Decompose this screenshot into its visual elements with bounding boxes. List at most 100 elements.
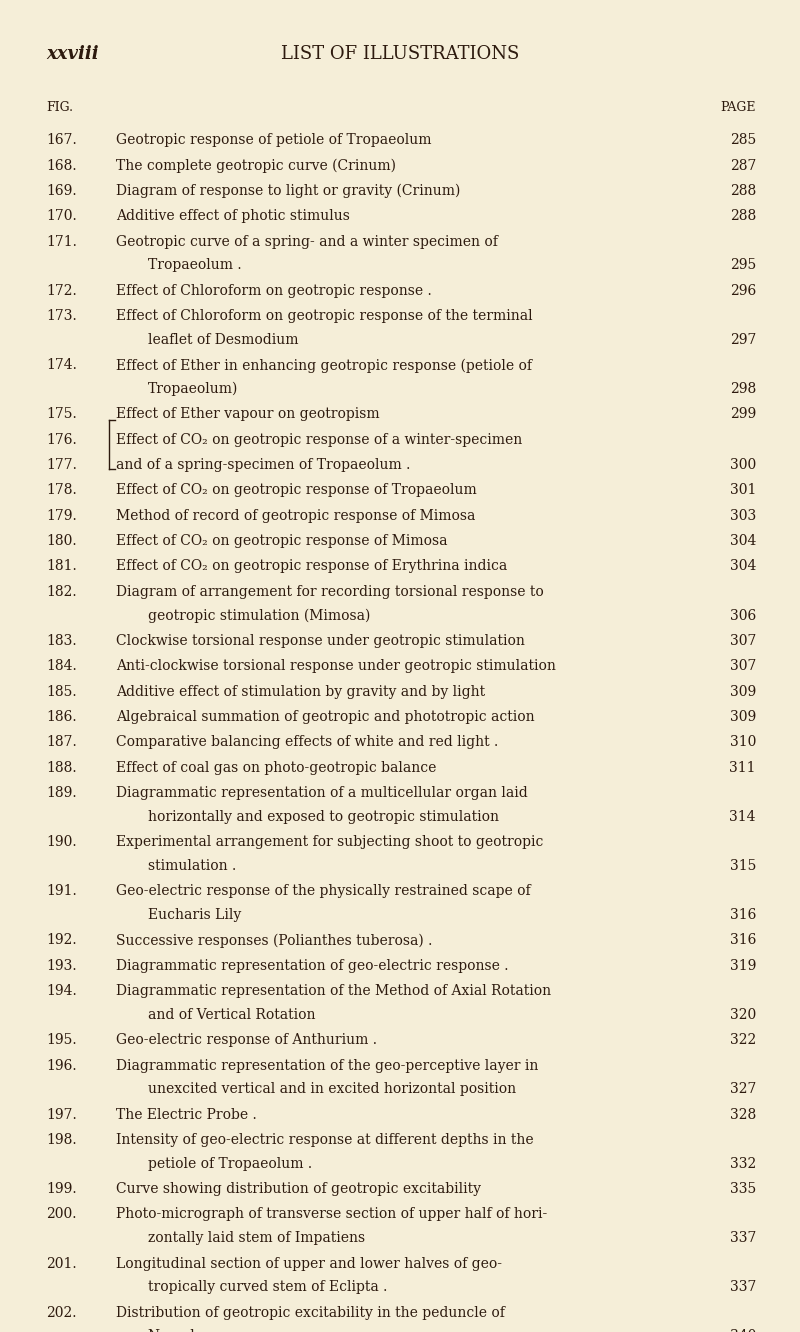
Text: The complete geotropic curve (Crinum): The complete geotropic curve (Crinum)	[116, 159, 396, 173]
Text: geotropic stimulation (Mimosa): geotropic stimulation (Mimosa)	[148, 609, 370, 623]
Text: Intensity of geo-electric response at different depths in the: Intensity of geo-electric response at di…	[116, 1134, 534, 1147]
Text: 186.: 186.	[46, 710, 77, 725]
Text: 175.: 175.	[46, 408, 77, 421]
Text: 314: 314	[730, 810, 756, 825]
Text: 315: 315	[730, 859, 756, 872]
Text: LIST OF ILLUSTRATIONS: LIST OF ILLUSTRATIONS	[281, 45, 519, 64]
Text: 200.: 200.	[46, 1208, 77, 1221]
Text: 188.: 188.	[46, 761, 77, 775]
Text: 167.: 167.	[46, 133, 77, 148]
Text: Nymphaea .: Nymphaea .	[148, 1329, 233, 1332]
Text: 199.: 199.	[46, 1181, 77, 1196]
Text: 288: 288	[730, 184, 756, 198]
Text: Geo-electric response of Anthurium .: Geo-electric response of Anthurium .	[116, 1034, 377, 1047]
Text: 201.: 201.	[46, 1256, 77, 1271]
Text: 195.: 195.	[46, 1034, 77, 1047]
Text: Algebraical summation of geotropic and phototropic action: Algebraical summation of geotropic and p…	[116, 710, 534, 725]
Text: Distribution of geotropic excitability in the peduncle of: Distribution of geotropic excitability i…	[116, 1305, 505, 1320]
Text: Diagram of response to light or gravity (Crinum): Diagram of response to light or gravity …	[116, 184, 460, 198]
Text: 306: 306	[730, 609, 756, 622]
Text: 178.: 178.	[46, 484, 77, 497]
Text: Diagrammatic representation of geo-electric response .: Diagrammatic representation of geo-elect…	[116, 959, 509, 972]
Text: 179.: 179.	[46, 509, 77, 522]
Text: 310: 310	[730, 735, 756, 750]
Text: 187.: 187.	[46, 735, 77, 750]
Text: 327: 327	[730, 1083, 756, 1096]
Text: 320: 320	[730, 1008, 756, 1022]
Text: 185.: 185.	[46, 685, 77, 699]
Text: Diagram of arrangement for recording torsional response to: Diagram of arrangement for recording tor…	[116, 585, 544, 599]
Text: Effect of Chloroform on geotropic response of the terminal: Effect of Chloroform on geotropic respon…	[116, 309, 533, 324]
Text: 169.: 169.	[46, 184, 77, 198]
Text: 328: 328	[730, 1108, 756, 1122]
Text: 194.: 194.	[46, 984, 77, 998]
Text: Successive responses (Polianthes tuberosa) .: Successive responses (Polianthes tuberos…	[116, 934, 432, 948]
Text: 171.: 171.	[46, 234, 78, 249]
Text: leaflet of Desmodium: leaflet of Desmodium	[148, 333, 298, 346]
Text: 332: 332	[730, 1156, 756, 1171]
Text: 316: 316	[730, 908, 756, 922]
Text: 322: 322	[730, 1034, 756, 1047]
Text: 340: 340	[730, 1329, 756, 1332]
Text: 303: 303	[730, 509, 756, 522]
Text: 297: 297	[730, 333, 756, 346]
Text: 182.: 182.	[46, 585, 77, 599]
Text: tropically curved stem of Eclipta .: tropically curved stem of Eclipta .	[148, 1280, 387, 1295]
Text: Diagrammatic representation of the Method of Axial Rotation: Diagrammatic representation of the Metho…	[116, 984, 551, 998]
Text: 193.: 193.	[46, 959, 77, 972]
Text: 177.: 177.	[46, 458, 78, 472]
Text: zontally laid stem of Impatiens: zontally laid stem of Impatiens	[148, 1231, 365, 1245]
Text: 296: 296	[730, 284, 756, 298]
Text: 304: 304	[730, 559, 756, 574]
Text: Effect of Ether vapour on geotropism: Effect of Ether vapour on geotropism	[116, 408, 380, 421]
Text: horizontally and exposed to geotropic stimulation: horizontally and exposed to geotropic st…	[148, 810, 499, 825]
Text: 183.: 183.	[46, 634, 77, 647]
Text: Additive effect of photic stimulus: Additive effect of photic stimulus	[116, 209, 350, 224]
Text: 309: 309	[730, 710, 756, 725]
Text: 192.: 192.	[46, 934, 77, 947]
Text: Clockwise torsional response under geotropic stimulation: Clockwise torsional response under geotr…	[116, 634, 525, 647]
Text: Longitudinal section of upper and lower halves of geo-: Longitudinal section of upper and lower …	[116, 1256, 502, 1271]
Text: 168.: 168.	[46, 159, 77, 173]
Text: Effect of Chloroform on geotropic response .: Effect of Chloroform on geotropic respon…	[116, 284, 432, 298]
Text: Anti-clockwise torsional response under geotropic stimulation: Anti-clockwise torsional response under …	[116, 659, 556, 673]
Text: 316: 316	[730, 934, 756, 947]
Text: 304: 304	[730, 534, 756, 549]
Text: 198.: 198.	[46, 1134, 77, 1147]
Text: Effect of Ether in enhancing geotropic response (petiole of: Effect of Ether in enhancing geotropic r…	[116, 358, 532, 373]
Text: 181.: 181.	[46, 559, 77, 574]
Text: 170.: 170.	[46, 209, 77, 224]
Text: 180.: 180.	[46, 534, 77, 549]
Text: Diagrammatic representation of the geo-perceptive layer in: Diagrammatic representation of the geo-p…	[116, 1059, 538, 1072]
Text: 298: 298	[730, 382, 756, 396]
Text: 197.: 197.	[46, 1108, 77, 1122]
Text: 173.: 173.	[46, 309, 77, 324]
Text: 301: 301	[730, 484, 756, 497]
Text: 190.: 190.	[46, 835, 77, 850]
Text: and of a spring-specimen of Tropaeolum .: and of a spring-specimen of Tropaeolum .	[116, 458, 410, 472]
Text: xxviii: xxviii	[46, 45, 99, 64]
Text: 307: 307	[730, 634, 756, 647]
Text: 196.: 196.	[46, 1059, 77, 1072]
Text: Tropaeolum): Tropaeolum)	[148, 382, 238, 397]
Text: 189.: 189.	[46, 786, 77, 801]
Text: PAGE: PAGE	[721, 101, 756, 115]
Text: 299: 299	[730, 408, 756, 421]
Text: 337: 337	[730, 1280, 756, 1295]
Text: Experimental arrangement for subjecting shoot to geotropic: Experimental arrangement for subjecting …	[116, 835, 543, 850]
Text: Geotropic response of petiole of Tropaeolum: Geotropic response of petiole of Tropaeo…	[116, 133, 431, 148]
Text: The Electric Probe .: The Electric Probe .	[116, 1108, 257, 1122]
Text: 319: 319	[730, 959, 756, 972]
Text: FIG.: FIG.	[46, 101, 74, 115]
Text: Tropaeolum .: Tropaeolum .	[148, 258, 242, 272]
Text: Effect of CO₂ on geotropic response of Mimosa: Effect of CO₂ on geotropic response of M…	[116, 534, 447, 549]
Text: 335: 335	[730, 1181, 756, 1196]
Text: 307: 307	[730, 659, 756, 673]
Text: 202.: 202.	[46, 1305, 77, 1320]
Text: 287: 287	[730, 159, 756, 173]
Text: Diagrammatic representation of a multicellular organ laid: Diagrammatic representation of a multice…	[116, 786, 528, 801]
Text: Effect of coal gas on photo-geotropic balance: Effect of coal gas on photo-geotropic ba…	[116, 761, 436, 775]
Text: petiole of Tropaeolum .: petiole of Tropaeolum .	[148, 1156, 312, 1171]
Text: Eucharis Lily: Eucharis Lily	[148, 908, 242, 922]
Text: 337: 337	[730, 1231, 756, 1245]
